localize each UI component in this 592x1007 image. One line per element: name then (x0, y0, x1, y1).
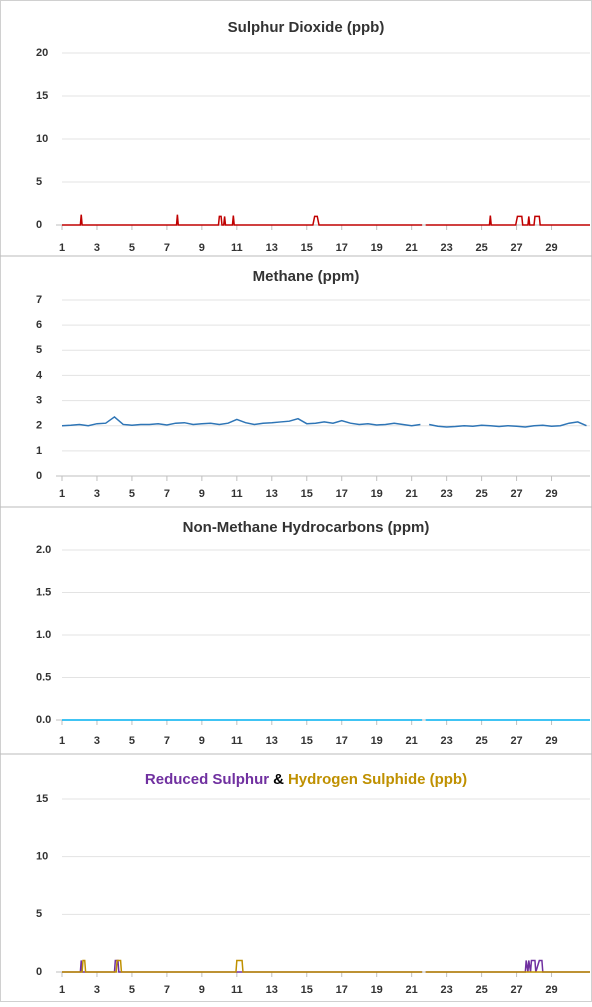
x-tick-label: 9 (199, 984, 205, 996)
x-tick-label: 3 (94, 242, 100, 254)
x-tick-label: 27 (510, 984, 522, 996)
x-tick-label: 7 (164, 984, 170, 996)
x-tick-label: 3 (94, 984, 100, 996)
x-tick-label: 17 (336, 242, 348, 254)
x-tick-label: 25 (475, 488, 487, 500)
y-tick-label: 15 (36, 793, 48, 805)
x-tick-label: 21 (406, 488, 418, 500)
y-tick-label: 20 (36, 47, 48, 59)
x-tick-label: 19 (371, 488, 383, 500)
x-tick-label: 27 (510, 242, 522, 254)
x-tick-label: 23 (441, 488, 453, 500)
y-tick-label: 1 (36, 445, 42, 457)
x-tick-label: 15 (301, 735, 313, 747)
x-tick-label: 23 (441, 735, 453, 747)
x-tick-label: 17 (336, 488, 348, 500)
title-part: & (273, 771, 284, 788)
y-tick-label: 7 (36, 294, 42, 306)
x-tick-label: 9 (199, 488, 205, 500)
x-tick-label: 19 (371, 735, 383, 747)
x-tick-label: 13 (266, 984, 278, 996)
x-tick-label: 21 (406, 984, 418, 996)
x-tick-label: 7 (164, 488, 170, 500)
title-part: Reduced Sulphur (145, 771, 269, 788)
chart-title: Non-Methane Hydrocarbons (ppm) (183, 519, 430, 536)
y-tick-label: 3 (36, 394, 42, 406)
x-tick-label: 11 (231, 488, 243, 500)
y-tick-label: 5 (36, 908, 42, 920)
y-tick-label: 2.0 (36, 544, 51, 556)
x-tick-label: 9 (199, 735, 205, 747)
x-tick-label: 13 (266, 242, 278, 254)
x-tick-label: 5 (129, 984, 135, 996)
x-tick-label: 11 (231, 735, 243, 747)
x-tick-label: 23 (441, 984, 453, 996)
y-tick-label: 0 (36, 219, 42, 231)
data-line (62, 959, 590, 973)
x-tick-label: 7 (164, 735, 170, 747)
y-tick-label: 4 (36, 369, 43, 381)
x-tick-label: 25 (475, 242, 487, 254)
x-tick-label: 3 (94, 488, 100, 500)
x-tick-label: 1 (59, 242, 65, 254)
y-tick-label: 6 (36, 319, 42, 331)
x-tick-label: 5 (129, 488, 135, 500)
x-tick-label: 29 (545, 735, 557, 747)
x-tick-label: 13 (266, 488, 278, 500)
chart-title: Reduced Sulphur & Hydrogen Sulphide (ppb) (145, 771, 467, 788)
y-tick-label: 5 (36, 176, 42, 188)
x-tick-label: 5 (129, 242, 135, 254)
x-tick-label: 21 (406, 242, 418, 254)
y-tick-label: 0 (36, 470, 42, 482)
y-tick-label: 5 (36, 344, 42, 356)
x-tick-label: 17 (336, 735, 348, 747)
title-part: Hydrogen Sulphide (ppb) (288, 771, 467, 788)
x-tick-label: 19 (371, 242, 383, 254)
y-tick-label: 1.5 (36, 586, 51, 598)
x-tick-label: 1 (59, 488, 65, 500)
data-line (61, 415, 587, 428)
x-tick-label: 11 (231, 242, 243, 254)
y-tick-label: 2 (36, 420, 42, 432)
x-tick-label: 1 (59, 735, 65, 747)
x-tick-label: 21 (406, 735, 418, 747)
x-tick-label: 3 (94, 735, 100, 747)
data-line (62, 214, 590, 226)
x-tick-label: 7 (164, 242, 170, 254)
y-tick-label: 10 (36, 133, 48, 145)
y-tick-label: 0.5 (36, 671, 51, 683)
x-tick-label: 13 (266, 735, 278, 747)
x-tick-label: 11 (231, 984, 243, 996)
x-tick-label: 29 (545, 488, 557, 500)
x-tick-label: 19 (371, 984, 383, 996)
x-tick-label: 15 (301, 488, 313, 500)
x-tick-label: 29 (545, 242, 557, 254)
y-tick-label: 15 (36, 90, 48, 102)
chart-title: Sulphur Dioxide (ppb) (228, 19, 385, 36)
x-tick-label: 29 (545, 984, 557, 996)
x-tick-label: 1 (59, 984, 65, 996)
x-tick-label: 17 (336, 984, 348, 996)
x-tick-label: 15 (301, 984, 313, 996)
y-tick-label: 1.0 (36, 629, 51, 641)
y-tick-label: 0 (36, 966, 42, 978)
x-tick-label: 5 (129, 735, 135, 747)
x-tick-label: 27 (510, 735, 522, 747)
x-tick-label: 25 (475, 984, 487, 996)
x-tick-label: 9 (199, 242, 205, 254)
x-tick-label: 23 (441, 242, 453, 254)
x-tick-label: 27 (510, 488, 522, 500)
x-tick-label: 25 (475, 735, 487, 747)
chart-title: Methane (ppm) (253, 268, 360, 285)
y-tick-label: 10 (36, 851, 48, 863)
y-tick-label: 0.0 (36, 714, 51, 726)
x-tick-label: 15 (301, 242, 313, 254)
